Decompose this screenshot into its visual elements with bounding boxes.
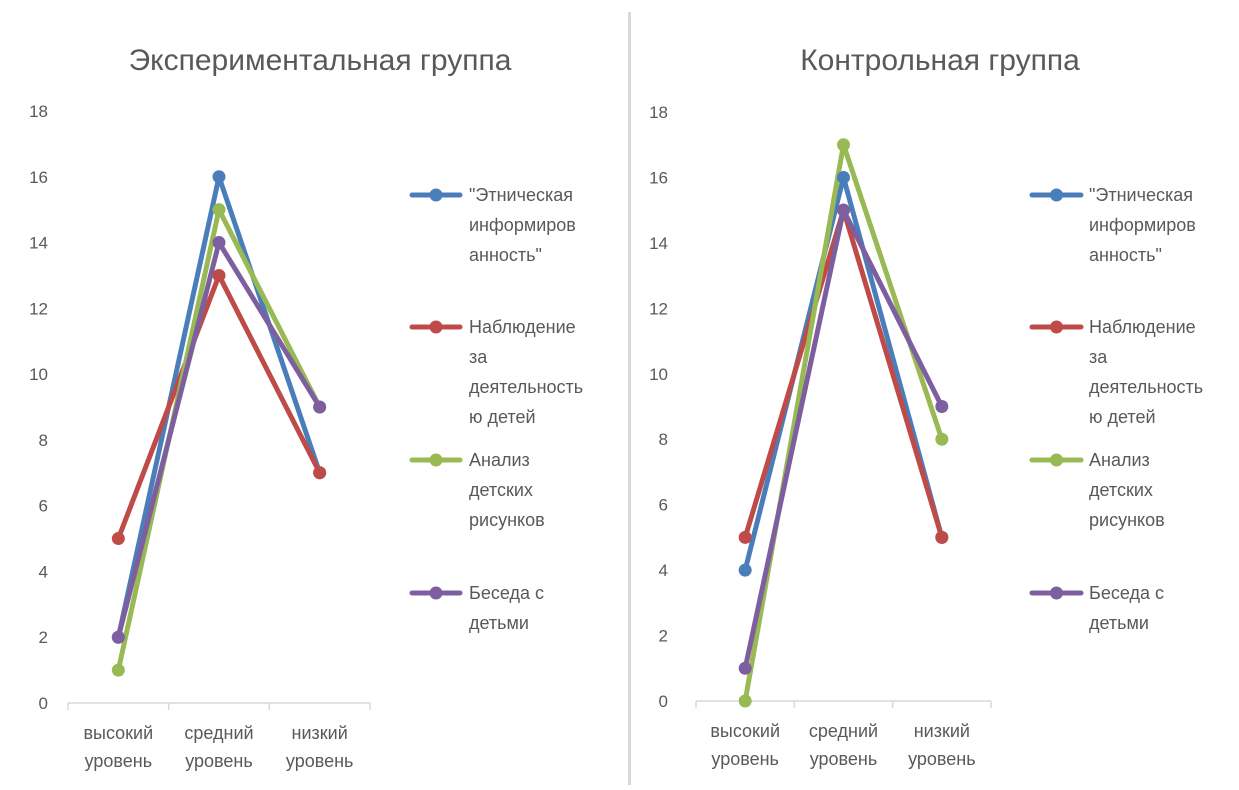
legend-marker: [1050, 586, 1063, 600]
series-line: [115, 240, 323, 640]
y-tick-label: 2: [659, 627, 668, 646]
y-tick-label: 12: [29, 299, 48, 318]
legend-marker: [1050, 320, 1063, 334]
series-marker: [738, 694, 752, 708]
series-marker: [837, 203, 850, 217]
y-tick-label: 16: [29, 168, 48, 187]
y-tick-label: 4: [659, 561, 668, 580]
series-marker: [111, 663, 125, 677]
y-tick-label: 12: [649, 299, 668, 318]
y-tick-label: 14: [649, 234, 668, 253]
legend-label: "Этническая информиров анность": [469, 185, 576, 265]
series-line: [742, 207, 945, 540]
legend-marker: [429, 188, 443, 202]
y-tick-label: 6: [659, 496, 668, 515]
series-marker: [837, 138, 850, 152]
legend-marker: [429, 320, 443, 334]
chart-panel-control: Контрольная группа 0 2 4 6 8 10 12 14 16 18 высокий…: [632, 0, 1239, 785]
legend-label: Наблюдение за деятельность ю детей: [1089, 317, 1203, 427]
y-tick-label: 18: [29, 102, 48, 121]
legend-marker: [1050, 453, 1063, 467]
legend-marker: [429, 453, 443, 467]
chart-panel-experimental: Экспериментальная группа 0 2 4 6 8 10 12 14 16 18 в…: [29, 44, 584, 771]
series-marker: [935, 432, 949, 446]
series-marker: [313, 400, 327, 414]
series-marker: [212, 268, 226, 282]
series-marker: [935, 530, 949, 544]
x-tick-label: высокий уровень: [710, 721, 780, 769]
y-tick-label: 8: [659, 430, 668, 449]
y-tick-label: 0: [659, 692, 668, 711]
series-marker: [212, 236, 226, 250]
y-tick-label: 6: [39, 497, 48, 516]
series-marker: [738, 661, 752, 675]
chart-divider: [628, 12, 631, 785]
x-tick-label: средний уровень: [184, 723, 253, 771]
series-marker: [212, 203, 226, 217]
series-marker: [111, 630, 125, 644]
legend-label: Анализ детских рисунков: [1089, 450, 1165, 530]
legend-label: Наблюдение за деятельность ю детей: [469, 317, 583, 427]
y-tick-label: 8: [39, 431, 48, 450]
y-tick-label: 0: [39, 694, 48, 713]
y-tick-label: 10: [29, 365, 48, 384]
legend-label: Беседа с детьми: [1089, 583, 1164, 633]
legend-marker: [1050, 188, 1063, 202]
series-line: [742, 174, 945, 573]
y-tick-label: 18: [649, 103, 668, 122]
x-tick-label: низкий уровень: [908, 721, 976, 769]
series-marker: [212, 170, 226, 184]
x-tick-label: средний уровень: [809, 721, 878, 769]
chart-title: Экспериментальная группа: [129, 44, 512, 77]
x-tick-label: низкий уровень: [286, 723, 354, 771]
series-marker: [837, 170, 850, 184]
legend-marker: [429, 586, 443, 600]
y-tick-label: 14: [29, 234, 48, 253]
series-marker: [738, 530, 752, 544]
series-marker: [111, 532, 125, 546]
legend-label: Анализ детских рисунков: [469, 450, 545, 530]
y-tick-label: 2: [39, 628, 48, 647]
y-tick-label: 10: [649, 365, 668, 384]
chart-svg: Контрольная группа 0 2 4 6 8 10 12 14 16 18 высокий…: [649, 44, 1203, 769]
chart-title: Контрольная группа: [800, 44, 1080, 77]
y-tick-label: 4: [39, 562, 48, 581]
y-tick-label: 16: [649, 168, 668, 187]
series-marker: [738, 563, 752, 577]
series-marker: [313, 466, 327, 480]
chart-svg: Экспериментальная группа 0 2 4 6 8 10 12 14 16 18 в…: [29, 44, 583, 771]
legend-label: Беседа с детьми: [469, 583, 544, 633]
x-tick-label: высокий уровень: [83, 723, 153, 771]
legend-label: "Этническая информиров анность": [1089, 185, 1196, 265]
series-marker: [935, 400, 949, 413]
